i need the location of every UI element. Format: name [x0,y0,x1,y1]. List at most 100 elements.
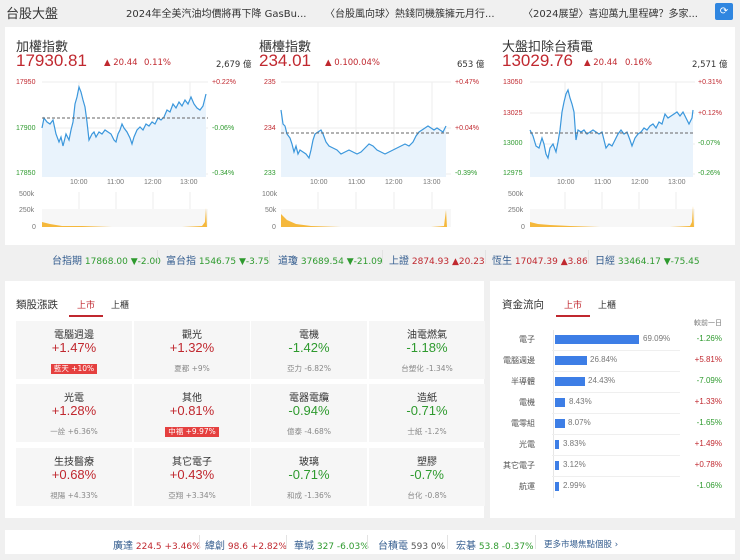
more-focus-stocks-link[interactable]: 更多市場焦點個股 › [544,540,619,550]
y-axis-pct-label: -0.26% [698,170,721,177]
y-axis-pct-label: +0.31% [698,79,722,86]
flow-row[interactable]: 電子 69.09% -1.26% [490,330,730,351]
flow-row[interactable]: 半導體 24.43% -7.09% [490,372,730,393]
y-axis-label: 13050 [503,79,523,86]
tab-listed[interactable]: 上市 [69,298,103,317]
y-axis-label: 234 [264,125,276,132]
y-axis-label: 13000 [503,140,523,147]
focus-stock[interactable]: 華城 327 -6.03% [294,541,369,552]
x-axis-label: 10:00 [70,179,88,186]
y-axis-label: 233 [264,170,276,177]
y-axis-pct-label: -0.34% [212,170,235,177]
tab-listed[interactable]: 上市 [556,298,590,317]
x-axis-label: 11:00 [594,179,611,186]
y-axis-label: 17950 [16,79,36,86]
sector-card[interactable]: 光電 +1.28% 一詮 +6.36% [16,384,132,442]
volume-axis-label: 500k [19,191,35,198]
index-value: 13029.76 [502,51,573,70]
fund-flow-panel [490,281,735,518]
y-axis-label: 17900 [16,125,36,132]
volume-axis-label: 50k [265,207,277,214]
news-headline-3[interactable]: 〈2024展望〉喜迎萬九里程碑？多家... [523,9,698,20]
sector-card[interactable]: 電腦週邊 +1.47% 藍天 +10% [16,321,132,379]
flow-row[interactable]: 航運 2.99% -1.06% [519,481,722,491]
volume-axis-label: 250k [508,207,524,214]
volume-axis-label: 0 [32,224,36,231]
ticker-item[interactable]: 上證 2874.93 ▲20.23 [389,256,485,267]
tab-otc[interactable]: 上櫃 [111,301,130,311]
sector-card[interactable]: 造紙 -0.71% 士紙 -1.2% [369,384,485,442]
x-axis-label: 12:00 [385,179,403,186]
sector-card[interactable]: 電器電纜 -0.94% 億泰 -4.68% [251,384,367,442]
volume-axis-label: 500k [508,191,524,198]
news-headline-2[interactable]: 〈台股風向球〉熱錢同機簇擁元月行... [325,9,495,20]
index-volume: 653 億 [457,60,485,70]
y-axis-pct-label: -0.39% [455,170,478,177]
page-title: 台股大盤 [6,7,59,22]
focus-strip [5,530,735,554]
y-axis-pct-label: -0.07% [698,140,721,147]
y-axis-pct-label: -0.06% [212,125,235,132]
news-headline-1[interactable]: 2024年全美汽油均價將再下降 GasBu... [126,9,307,20]
refresh-icon: ⟳ [719,6,729,17]
index-value: 234.01 [259,51,311,70]
sector-card[interactable]: 其他 +0.81% 中福 +9.97% [134,384,250,442]
volume-axis-label: 250k [19,207,35,214]
y-axis-label: 13025 [503,110,523,117]
compare-header: 較前一日 [694,319,722,327]
x-axis-label: 12:00 [631,179,649,186]
focus-stock[interactable]: 台積電 593 0% [378,541,446,552]
focus-stock[interactable]: 緯創 98.6 +2.82% [205,541,287,552]
x-axis-label: 11:00 [107,179,124,186]
x-axis-label: 13:00 [668,179,686,186]
index-change: ▲ 20.44 [104,58,138,68]
ticker-item[interactable]: 恆生 17047.39 ▲3.86 [492,256,588,267]
index-pct: 0.04% [353,58,381,68]
focus-stock[interactable]: 宏碁 53.8 -0.37% [456,541,534,552]
sector-card[interactable]: 電機 -1.42% 亞力 -6.82% [251,321,367,379]
index-pct: 0.11% [144,58,172,68]
volume-axis-label: 100k [262,191,278,198]
index-volume: 2,571 億 [692,60,728,70]
x-axis-label: 13:00 [180,179,198,186]
sector-card[interactable]: 其它電子 +0.43% 亞翔 +3.34% [134,448,250,506]
flow-row[interactable]: 電腦週邊 26.84% +5.81% [490,351,730,372]
flow-row[interactable]: 電機 8.43% +1.33% [490,393,730,414]
index-volume: 2,679 億 [216,60,252,70]
ticker-item[interactable]: 台指期 17868.00 ▼-2.00 [52,256,161,267]
sector-card[interactable]: 塑膠 -0.7% 台化 -0.8% [369,448,485,506]
y-axis-pct-label: +0.12% [698,110,722,117]
sector-card[interactable]: 生技醫療 +0.68% 視陽 +4.33% [16,448,132,506]
y-axis-label: 235 [264,79,276,86]
index-change: ▲ 20.44 [584,58,618,68]
flow-row[interactable]: 電零組 8.07% -1.65% [490,414,730,435]
x-axis-label: 11:00 [348,179,365,186]
y-axis-label: 17850 [16,170,36,177]
tab-otc[interactable]: 上櫃 [598,301,617,311]
volume-axis-label: 0 [272,224,276,231]
ticker-item[interactable]: 日經 33464.17 ▼-75.45 [595,256,700,267]
sector-card[interactable]: 觀光 +1.32% 夏都 +9% [134,321,250,379]
x-axis-label: 10:00 [557,179,575,186]
ex-tsmc-intraday-chart [529,81,695,227]
top-bar: 台股大盤 2024年全美汽油均價將再下降 GasBu... 〈台股風向球〉熱錢同… [0,0,740,24]
index-name: 大盤扣除台積電 [502,40,594,55]
y-axis-label: 12975 [503,170,523,177]
index-pct: 0.16% [625,58,653,68]
sector-card[interactable]: 玻璃 -0.71% 和成 -1.36% [251,448,367,506]
x-axis-label: 12:00 [144,179,162,186]
focus-stock[interactable]: 廣達 224.5 +3.46% [113,541,201,552]
fund-flow-title: 資金流向 [502,299,544,311]
refresh-button[interactable]: ⟳ [715,3,733,20]
x-axis-label: 13:00 [423,179,441,186]
index-name: 櫃檯指數 [259,40,312,55]
taiex-intraday-chart [41,81,208,227]
x-axis-label: 10:00 [310,179,328,186]
ticker-item[interactable]: 道瓊 37689.54 ▼-21.09 [278,256,383,267]
flow-row[interactable]: 其它電子 3.12% +0.78% [490,456,730,477]
ticker-item[interactable]: 富台指 1546.75 ▼-3.75 [166,256,270,267]
volume-axis-label: 0 [521,224,525,231]
y-axis-pct-label: +0.04% [455,125,479,132]
flow-row[interactable]: 光電 3.83% +1.49% [490,435,730,456]
sector-card[interactable]: 油電燃氣 -1.18% 台塑化 -1.34% [369,321,485,379]
